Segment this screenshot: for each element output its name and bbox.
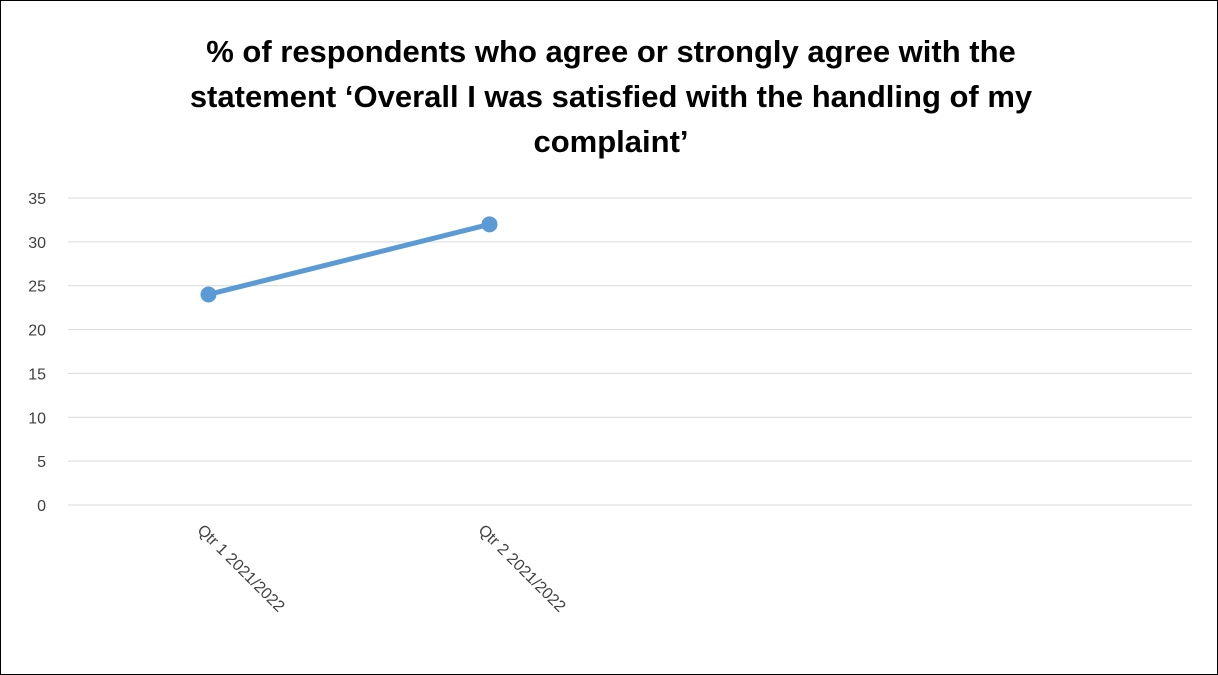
y-tick-label: 15 <box>28 366 46 383</box>
x-tick-label: Qtr 2 2021/2022 <box>475 522 569 616</box>
gridlines <box>68 197 1192 506</box>
y-tick-label: 10 <box>28 410 46 427</box>
y-tick-label: 0 <box>37 498 46 515</box>
x-axis-labels: Qtr 1 2021/2022 Qtr 2 2021/2022 <box>194 522 569 616</box>
series-line <box>206 221 492 297</box>
y-tick-label: 25 <box>28 279 46 296</box>
data-point <box>200 286 217 303</box>
y-axis-ticks: 0 5 10 15 20 25 30 35 <box>28 191 46 515</box>
series-layer <box>200 216 498 303</box>
y-tick-label: 30 <box>28 235 46 252</box>
y-tick-label: 5 <box>37 454 46 471</box>
y-tick-label: 35 <box>28 191 46 208</box>
y-tick-label: 20 <box>28 323 46 340</box>
data-point <box>481 216 498 233</box>
chart-title: % of respondents who agree or strongly a… <box>189 34 1033 159</box>
x-tick-label: Qtr 1 2021/2022 <box>194 522 288 616</box>
